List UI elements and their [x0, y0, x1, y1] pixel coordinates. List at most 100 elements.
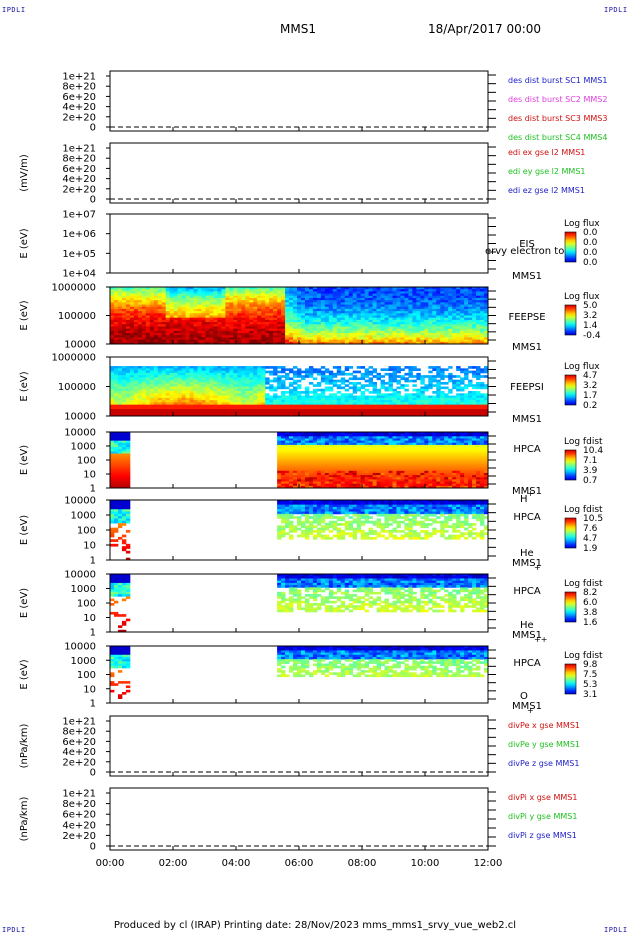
y-tick-label-eis: 1e+04 [62, 269, 96, 280]
y-tick-label-feepse: 1000000 [51, 283, 96, 294]
y-tick-label-hpca_o: 100 [77, 670, 96, 681]
species-label-hpca_h: H [520, 494, 528, 505]
y-axis-label-eis: E (eV) [19, 228, 30, 258]
charge-label-hpca_hepp: ++ [534, 635, 547, 644]
legend-entry-divpe: divPe z gse MMS1 [508, 759, 579, 768]
charge-label-hpca_h: + [527, 489, 534, 498]
legend-entry-divpe: divPe x gse MMS1 [508, 721, 580, 730]
colorbar-tick-label-hpca_he: 4.7 [583, 534, 597, 544]
x-tick-label: 06:00 [285, 858, 314, 869]
y-tick-label-hpca_h: 100 [77, 456, 96, 467]
y-tick-label-hpca_hepp: 100 [77, 599, 96, 610]
colorbar-tick-label-hpca_o: 9.8 [583, 660, 598, 670]
y-tick-label-feepsi: 100000 [58, 382, 96, 393]
y-axis-label-edi: (mV/m) [19, 154, 30, 192]
colorbar-tick-label-feepse: 1.4 [583, 321, 598, 331]
y-tick-label-divpi: 0 [90, 842, 96, 853]
y-tick-label-eis: 1e+05 [62, 249, 96, 260]
spectrogram-feepsi [110, 366, 489, 417]
spectrogram-hpca_h [110, 432, 489, 489]
colorbar-tick-label-hpca_hepp: 6.0 [583, 598, 598, 608]
species-label-hpca_o: O [520, 691, 528, 702]
y-tick-label-edi: 8e+20 [62, 154, 96, 165]
colorbar-tick-label-eis: 0.0 [583, 258, 598, 268]
spacecraft-label-feepsi: MMS1 [512, 414, 542, 425]
y-tick-label-divpi: 1e+21 [62, 789, 96, 800]
y-tick-label-hpca_hepp: 1 [90, 628, 96, 639]
y-axis-label-hpca_he: E (eV) [19, 515, 30, 545]
colorbar-feepse [564, 304, 577, 336]
legend-entry-edi: edi ex gse l2 MMS1 [508, 148, 585, 157]
spacecraft-label-hpca_he: MMS1 [512, 558, 542, 569]
y-axis-label-divpi: (nPa/km) [19, 797, 30, 842]
colorbar-tick-label-hpca_h: 0.7 [583, 476, 597, 486]
y-tick-label-edi: 1e+21 [62, 144, 96, 155]
x-tick-label: 12:00 [474, 858, 503, 869]
instrument-label-hpca_h: HPCA [513, 444, 541, 455]
colorbar-tick-label-feepsi: 0.2 [583, 401, 597, 411]
corner-label-bottom-right: IPDLI [604, 926, 628, 934]
y-tick-label-feepse: 10000 [64, 340, 96, 351]
colorbar-title-hpca_h: Log fdist [564, 437, 603, 447]
legend-entry-des: des dist burst SC4 MMS4 [508, 133, 607, 142]
colorbar-tick-label-hpca_h: 7.1 [583, 456, 597, 466]
x-tick-label: 04:00 [222, 858, 251, 869]
legend-entry-divpi: divPi z gse MMS1 [508, 831, 577, 840]
y-tick-label-edi: 6e+20 [62, 164, 96, 175]
colorbar-eis [564, 231, 577, 263]
legend-entry-divpe: divPe y gse MMS1 [508, 740, 580, 749]
colorbar-hpca_h [564, 449, 577, 481]
x-tick-label: 00:00 [96, 858, 125, 869]
colorbar-tick-label-hpca_he: 1.9 [583, 544, 598, 554]
spacecraft-label-feepse: MMS1 [512, 342, 542, 353]
panel-frame-eis [109, 213, 489, 274]
legend-entry-divpi: divPi y gse MMS1 [508, 812, 577, 821]
y-tick-label-hpca_hepp: 10000 [64, 570, 96, 581]
panel-frame-divpi [109, 787, 489, 851]
instrument-label-hpca_hepp: HPCA [513, 586, 541, 597]
y-axis-label-divpe: (nPa/km) [19, 724, 30, 769]
y-tick-label-divpe: 0 [90, 768, 96, 779]
instrument-label-feepse: FEEPSE [508, 312, 545, 323]
y-axis-label-hpca_h: E (eV) [19, 445, 30, 475]
colorbar-tick-label-eis: 0.0 [583, 248, 598, 258]
y-tick-label-hpca_o: 1 [90, 699, 96, 710]
y-tick-label-divpe: 6e+20 [62, 737, 96, 748]
y-tick-label-hpca_o: 10000 [64, 642, 96, 653]
y-tick-label-hpca_h: 1000 [71, 442, 96, 453]
y-tick-label-feepsi: 1000000 [51, 353, 96, 364]
colorbar-tick-label-hpca_hepp: 1.6 [583, 618, 598, 628]
spectrogram-feepse [110, 287, 489, 345]
y-tick-label-hpca_o: 10 [83, 684, 96, 695]
y-tick-label-des: 1e+21 [62, 72, 96, 83]
corner-label-top-right: IPDLI [604, 6, 628, 14]
y-tick-label-hpca_he: 10 [83, 541, 96, 552]
legend-entry-des: des dist burst SC3 MMS3 [508, 114, 607, 123]
y-tick-label-divpe: 2e+20 [62, 757, 96, 768]
y-tick-label-hpca_h: 1 [90, 484, 96, 495]
colorbar-hpca_o [564, 663, 577, 695]
spectrogram-hpca_he [110, 500, 489, 561]
colorbar-tick-label-eis: 0.0 [583, 238, 598, 248]
charge-label-hpca_he: + [534, 563, 541, 572]
instrument-label-feepsi: FEEPSI [510, 382, 544, 393]
y-axis-label-hpca_o: E (eV) [19, 659, 30, 689]
colorbar-title-hpca_o: Log fdist [564, 651, 603, 661]
y-tick-label-eis: 1e+06 [62, 229, 96, 240]
colorbar-tick-label-hpca_he: 10.5 [583, 514, 603, 524]
spectrogram-hpca_hepp [110, 574, 489, 633]
y-tick-label-hpca_h: 10000 [64, 428, 96, 439]
y-tick-label-hpca_hepp: 1000 [71, 584, 96, 595]
legend-entry-des: des dist burst SC2 MMS2 [508, 95, 607, 104]
y-tick-label-eis: 1e+07 [62, 210, 96, 221]
y-tick-label-divpi: 8e+20 [62, 799, 96, 810]
legend-entry-des: des dist burst SC1 MMS1 [508, 76, 607, 85]
y-tick-label-des: 0 [90, 123, 96, 134]
colorbar-tick-label-eis: 0.0 [583, 228, 598, 238]
species-label-hpca_he: He [520, 548, 534, 559]
colorbar-tick-label-hpca_o: 7.5 [583, 670, 597, 680]
colorbar-tick-label-hpca_he: 7.6 [583, 524, 598, 534]
colorbar-tick-label-feepse: -0.4 [583, 331, 601, 341]
panel-frame-edi [109, 142, 489, 204]
